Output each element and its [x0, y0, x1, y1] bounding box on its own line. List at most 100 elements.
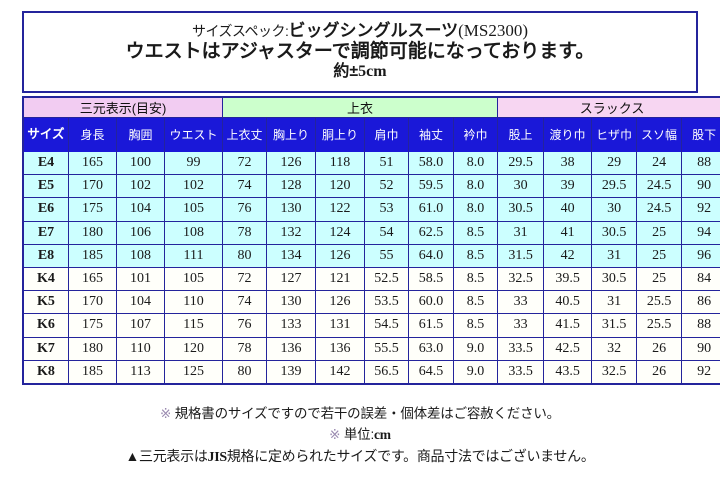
cell-value: 76	[223, 198, 268, 222]
cell-value: 8.5	[454, 314, 499, 338]
cell-value: 42.5	[544, 337, 593, 361]
col-header-knee-width: ヒザ巾	[592, 118, 638, 152]
table-row: K7 180 110 120 78 136 136 55.5 63.0 9.0 33.5 42.5 32…	[24, 337, 720, 361]
cell-value: 90	[682, 337, 720, 361]
cell-value: 125	[165, 360, 224, 383]
cell-value: 78	[223, 221, 268, 245]
cell-value: 108	[165, 221, 224, 245]
cell-value: 127	[267, 267, 317, 292]
title-subline-adjuster: ウエストはアジャスターで調節可能になっております。	[125, 41, 595, 63]
cell-value: 115	[165, 314, 224, 338]
cell-value: 170	[69, 175, 117, 199]
cell-value: 53	[365, 198, 410, 222]
cell-value: 61.5	[409, 314, 455, 338]
cell-value: 31	[592, 244, 638, 268]
cell-value: 30	[592, 198, 638, 222]
group-header-slacks: スラックス	[498, 98, 720, 118]
cell-size: E4	[24, 152, 69, 176]
cell-value: 8.5	[454, 291, 499, 315]
cell-value: 126	[267, 152, 317, 176]
cell-value: 41	[544, 221, 593, 245]
col-header-jacket-length: 上衣丈	[223, 118, 268, 152]
cell-value: 53.5	[365, 291, 410, 315]
cell-value: 31.5	[592, 314, 638, 338]
cell-value: 31	[592, 291, 638, 315]
cell-value: 120	[165, 337, 224, 361]
cell-size: K4	[24, 267, 69, 292]
group-header-uwagi: 上衣	[223, 98, 499, 118]
cell-value: 88	[682, 314, 720, 338]
cell-value: 58.5	[409, 267, 455, 292]
note-mark-asterisk: ※	[160, 406, 172, 421]
cell-value: 134	[267, 244, 317, 268]
cell-value: 175	[69, 198, 117, 222]
cell-value: 9.0	[454, 337, 499, 361]
cell-value: 185	[69, 360, 117, 383]
cell-value: 41.5	[544, 314, 593, 338]
cell-value: 55	[365, 244, 410, 268]
cell-value: 165	[69, 267, 117, 292]
table-row: K4 165 101 105 72 127 121 52.5 58.5 8.5 32.5 39.5 30…	[24, 267, 720, 292]
group-header-sangen: 三元表示(目安)	[24, 98, 224, 118]
cell-value: 8.5	[454, 221, 499, 245]
cell-value: 64.5	[409, 360, 455, 383]
cell-value: 107	[117, 314, 165, 338]
cell-value: 38	[544, 152, 593, 176]
note-jis-standard: JIS	[207, 449, 228, 465]
cell-value: 102	[117, 175, 165, 199]
col-header-size: サイズ	[24, 118, 69, 152]
cell-value: 130	[267, 291, 317, 315]
cell-value: 101	[117, 267, 165, 292]
cell-value: 30.5	[592, 267, 638, 292]
cell-value: 30.5	[592, 221, 638, 245]
cell-value: 30.5	[498, 198, 545, 222]
cell-value: 96	[682, 244, 720, 268]
cell-value: 8.5	[454, 267, 499, 292]
note-jis-text-a: 三元表示は	[139, 447, 208, 464]
cell-value: 31.5	[498, 244, 545, 268]
cell-value: 43.5	[544, 360, 593, 383]
cell-value: 106	[117, 221, 165, 245]
title-prefix: サイズスペック:	[191, 22, 289, 39]
cell-value: 32	[592, 337, 638, 361]
cell-size: K7	[24, 337, 69, 361]
cell-value: 122	[316, 198, 366, 222]
cell-size: E5	[24, 175, 69, 199]
cell-value: 170	[69, 291, 117, 315]
cell-value: 78	[223, 337, 268, 361]
cell-value: 51	[365, 152, 410, 176]
cell-value: 74	[223, 291, 268, 315]
col-header-height: 身長	[69, 118, 117, 152]
cell-value: 99	[165, 152, 224, 176]
cell-value: 55.5	[365, 337, 410, 361]
table-body: E4 165 100 99 72 126 118 51 58.0 8.0 29.5 38 29 24 88 E…	[24, 152, 720, 383]
note-tolerance-text: 規格書のサイズですので若干の誤差・個体差はご容赦ください。	[174, 406, 560, 421]
cell-value: 80	[223, 244, 268, 268]
col-header-chest: 胸囲	[117, 118, 165, 152]
cell-value: 94	[682, 221, 720, 245]
cell-value: 126	[316, 244, 366, 268]
cell-value: 59.5	[409, 175, 455, 199]
note-unit-value: cm	[374, 426, 391, 442]
cell-value: 33	[498, 314, 545, 338]
note-mark-triangle: ▲	[125, 447, 140, 464]
table-row: E6 175 104 105 76 130 122 53 61.0 8.0 30.5 40 30 24.5…	[24, 198, 720, 222]
cell-value: 40	[544, 198, 593, 222]
cell-value: 102	[165, 175, 224, 199]
page-title: サイズスペック:ビッグシングルスーツ(MS2300)	[191, 20, 528, 41]
cell-value: 88	[682, 152, 720, 176]
cell-size: E7	[24, 221, 69, 245]
cell-value: 33.5	[498, 337, 545, 361]
cell-value: 136	[316, 337, 366, 361]
title-product-name: ビッグシングルスーツ	[288, 20, 459, 40]
cell-value: 8.0	[454, 198, 499, 222]
cell-value: 90	[682, 175, 720, 199]
cell-value: 29.5	[498, 152, 545, 176]
cell-value: 30	[498, 175, 545, 199]
table-row: K8 185 113 125 80 139 142 56.5 64.5 9.0 33.5 43.5 32…	[24, 360, 720, 383]
cell-value: 124	[316, 221, 366, 245]
cell-value: 33	[498, 291, 545, 315]
cell-value: 130	[267, 198, 317, 222]
cell-value: 92	[682, 198, 720, 222]
cell-value: 72	[223, 152, 268, 176]
